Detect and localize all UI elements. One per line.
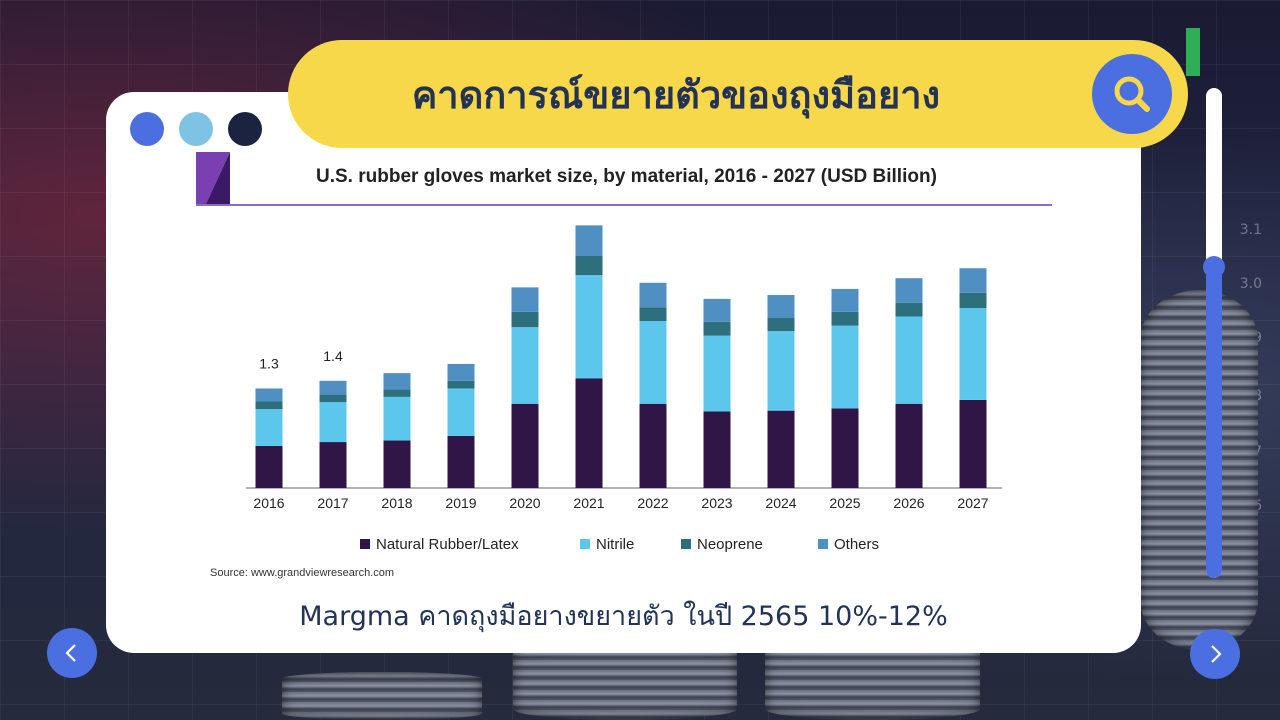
bar-others-2022 xyxy=(639,282,667,308)
bar-natural-rubber-latex-2023 xyxy=(703,411,731,488)
legend-swatch xyxy=(580,539,590,549)
bar-natural-rubber-latex-2021 xyxy=(575,378,603,488)
slide-caption: Margma คาดถุงมือยางขยายตัว ในปี 2565 10%… xyxy=(299,601,948,632)
publisher-logo xyxy=(196,152,230,204)
bar-natural-rubber-latex-2025 xyxy=(831,408,859,488)
background-tick: 3.1 xyxy=(1239,222,1262,238)
title-banner xyxy=(288,40,1188,148)
bar-natural-rubber-latex-2027 xyxy=(959,399,987,488)
bar-others-2018 xyxy=(383,373,411,390)
data-label: 1.4 xyxy=(323,348,343,364)
bar-others-2021 xyxy=(575,225,603,256)
x-tick-label: 2021 xyxy=(573,495,604,511)
bar-others-2025 xyxy=(831,288,859,312)
page-title: คาดการณ์ขยายตัวของถุงมือยาง xyxy=(411,72,941,117)
bar-nitrile-2023 xyxy=(703,335,731,412)
bar-others-2027 xyxy=(959,268,987,293)
bar-others-2023 xyxy=(703,298,731,322)
background-tick: 3.0 xyxy=(1239,276,1262,292)
x-tick-label: 2016 xyxy=(253,495,284,511)
window-dot-light-blue xyxy=(179,112,213,146)
legend-label: Neoprene xyxy=(697,536,763,553)
bar-neoprene-2020 xyxy=(511,311,539,328)
bar-others-2024 xyxy=(767,295,795,319)
scrollbar-thumb[interactable] xyxy=(1206,258,1222,578)
next-slide-button[interactable] xyxy=(1190,629,1240,679)
legend-label: Nitrile xyxy=(596,536,634,553)
bar-nitrile-2019 xyxy=(447,388,475,436)
bar-others-2020 xyxy=(511,287,539,312)
bar-neoprene-2021 xyxy=(575,255,603,276)
x-tick-label: 2020 xyxy=(509,495,540,511)
bar-neoprene-2026 xyxy=(895,302,923,317)
bar-neoprene-2025 xyxy=(831,311,859,326)
legend-swatch xyxy=(818,539,828,549)
prev-slide-button[interactable] xyxy=(47,628,97,678)
bar-others-2019 xyxy=(447,363,475,381)
bar-nitrile-2022 xyxy=(639,321,667,404)
search-button[interactable] xyxy=(1092,54,1172,134)
bar-neoprene-2024 xyxy=(767,318,795,332)
bar-natural-rubber-latex-2020 xyxy=(511,403,539,488)
chevron-right-icon xyxy=(1211,645,1222,663)
coin-stack-image xyxy=(513,640,737,720)
chart-image: 2016 1.3 2017 1.4 2018 2019 2020 2021 2022 2023 20… xyxy=(196,152,1052,579)
x-tick-label: 2026 xyxy=(893,495,924,511)
window-dot-navy xyxy=(228,112,262,146)
bar-neoprene-2022 xyxy=(639,307,667,322)
data-label: 1.3 xyxy=(259,355,279,371)
bar-neoprene-2027 xyxy=(959,292,987,309)
legend-label: Natural Rubber/Latex xyxy=(376,536,519,553)
bar-neoprene-2019 xyxy=(447,380,475,389)
x-tick-label: 2025 xyxy=(829,495,860,511)
x-tick-label: 2027 xyxy=(957,495,988,511)
bar-nitrile-2026 xyxy=(895,316,923,404)
scrollbar-handle[interactable] xyxy=(1203,256,1225,278)
x-tick-label: 2024 xyxy=(765,495,796,511)
bar-neoprene-2018 xyxy=(383,389,411,397)
bar-nitrile-2016 xyxy=(255,409,283,446)
legend-swatch xyxy=(360,539,370,549)
bar-nitrile-2027 xyxy=(959,308,987,400)
bar-neoprene-2016 xyxy=(255,401,283,410)
bar-nitrile-2021 xyxy=(575,275,603,379)
x-tick-label: 2022 xyxy=(637,495,668,511)
bar-natural-rubber-latex-2024 xyxy=(767,410,795,488)
bar-natural-rubber-latex-2017 xyxy=(319,442,347,488)
legend-swatch xyxy=(681,539,691,549)
bar-nitrile-2018 xyxy=(383,396,411,441)
bar-nitrile-2017 xyxy=(319,402,347,443)
bar-others-2017 xyxy=(319,380,347,395)
bar-natural-rubber-latex-2026 xyxy=(895,403,923,488)
chart-title: U.S. rubber gloves market size, by mater… xyxy=(316,166,937,187)
bar-natural-rubber-latex-2018 xyxy=(383,440,411,488)
bar-nitrile-2024 xyxy=(767,331,795,411)
bar-natural-rubber-latex-2022 xyxy=(639,403,667,488)
coin-stack-image xyxy=(282,672,482,720)
bar-natural-rubber-latex-2016 xyxy=(255,445,283,488)
coin-stack-image xyxy=(1140,290,1258,650)
chart-source: Source: www.grandviewresearch.com xyxy=(210,567,394,579)
chevron-left-icon xyxy=(65,644,76,662)
legend-label: Others xyxy=(834,536,879,553)
bar-nitrile-2025 xyxy=(831,325,859,409)
bar-others-2026 xyxy=(895,278,923,303)
window-dot-blue xyxy=(130,112,164,146)
x-tick-label: 2017 xyxy=(317,495,348,511)
background-candle xyxy=(1186,28,1200,76)
bar-others-2016 xyxy=(255,388,283,402)
bar-natural-rubber-latex-2019 xyxy=(447,435,475,488)
x-tick-label: 2018 xyxy=(381,495,412,511)
x-tick-label: 2019 xyxy=(445,495,476,511)
bar-neoprene-2017 xyxy=(319,394,347,403)
x-tick-label: 2023 xyxy=(701,495,732,511)
bar-nitrile-2020 xyxy=(511,327,539,404)
bar-neoprene-2023 xyxy=(703,321,731,336)
search-icon xyxy=(1114,76,1150,112)
coin-stack-image xyxy=(765,640,980,720)
